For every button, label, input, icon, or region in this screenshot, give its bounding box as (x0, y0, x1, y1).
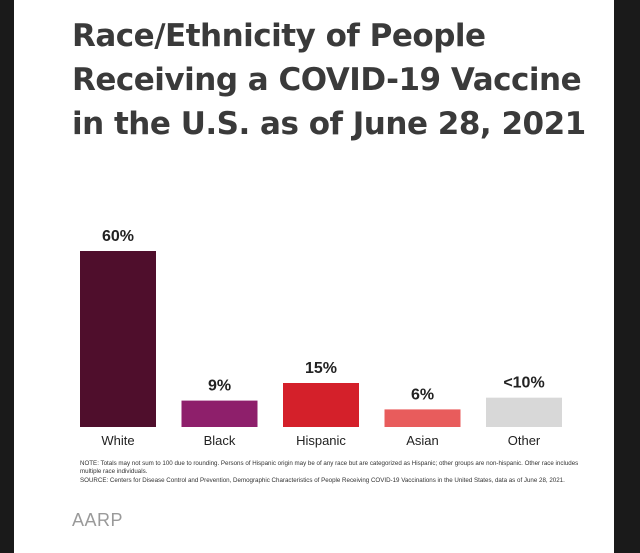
bar-hispanic (283, 383, 359, 427)
bar-black (181, 400, 258, 427)
note-text: NOTE: Totals may not sum to 100 due to r… (80, 460, 579, 476)
bar-chart: 60% White 9% Black 15% Hispanic 6% Asian <10% Oth… (80, 228, 562, 448)
data-label-black: 9% (208, 378, 231, 395)
category-label-hispanic: Hispanic (296, 433, 346, 448)
bar-white (80, 251, 156, 427)
category-label-white: White (101, 433, 134, 448)
footnote: NOTE: Totals may not sum to 100 due to r… (80, 460, 600, 485)
data-label-white: 60% (102, 228, 134, 245)
category-label-black: Black (204, 433, 236, 448)
data-label-asian: 6% (411, 386, 434, 403)
data-label-hispanic: 15% (305, 360, 337, 377)
brand-logo: AARP (72, 510, 124, 530)
category-label-other: Other (508, 433, 541, 448)
category-label-asian: Asian (406, 433, 439, 448)
chart-title: Race/Ethnicity of People Receiving a COV… (72, 18, 586, 142)
bar-other (486, 397, 562, 427)
data-label-other: <10% (503, 375, 544, 392)
source-text: SOURCE: Centers for Disease Control and … (80, 476, 565, 484)
chart-card: Race/Ethnicity of People Receiving a COV… (14, 0, 614, 553)
bar-asian (384, 409, 461, 427)
